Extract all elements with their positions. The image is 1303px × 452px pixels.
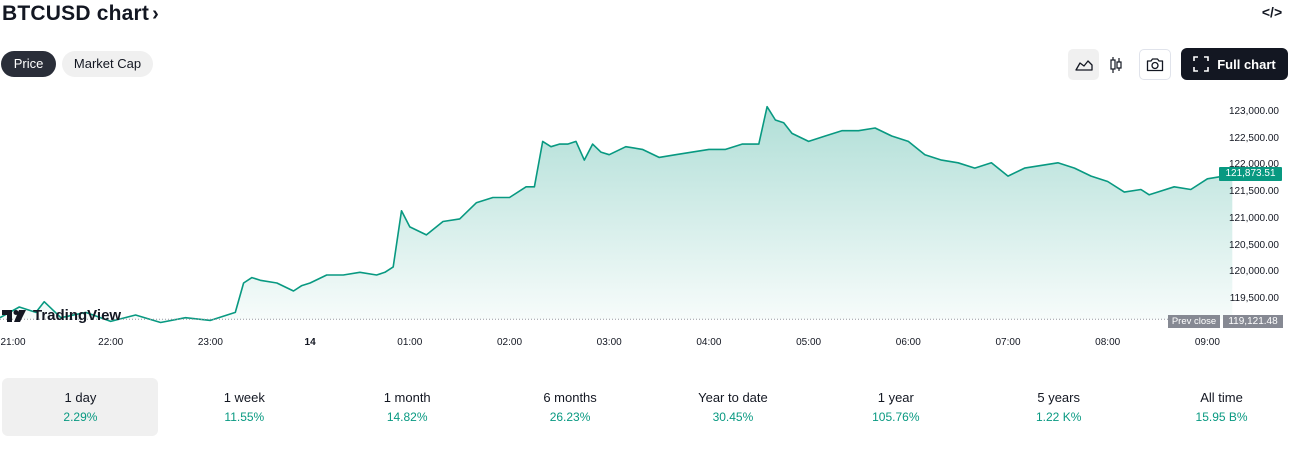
period-label: 1 week <box>223 390 265 405</box>
time-tick-label: 01:00 <box>397 337 423 348</box>
period-label: 5 years <box>1037 390 1080 405</box>
full-chart-label: Full chart <box>1217 56 1276 72</box>
performance-periods: 1 day 2.29% 1 week 11.55% 1 month 14.82% 6 mon… <box>0 377 1303 437</box>
period-change-value: 1.22 K% <box>1036 410 1082 424</box>
tab-price[interactable]: Price <box>1 51 56 77</box>
time-tick-label: 06:00 <box>895 337 921 348</box>
code-icon[interactable]: </> <box>1261 4 1283 20</box>
period-change-value: 30.45% <box>712 410 754 424</box>
chart-title[interactable]: BTCUSD chart › <box>2 2 159 26</box>
chart-title-text[interactable]: BTCUSD chart <box>2 2 150 25</box>
period-label: 6 months <box>543 390 597 405</box>
period-1-day[interactable]: 1 day 2.29% <box>2 378 159 436</box>
price-tick-label: 121,500.00 <box>1228 186 1279 198</box>
last-price-badge: 121,873.51 <box>1219 167 1282 181</box>
fullscreen-icon <box>1193 56 1210 72</box>
snapshot-button[interactable] <box>1139 49 1171 80</box>
period-1-month[interactable]: 1 month 14.82% <box>329 378 485 436</box>
period-change-value: 15.95 B% <box>1195 410 1248 424</box>
prev-close-value: 119,121.48 <box>1223 315 1283 328</box>
period-change-value: 26.23% <box>549 410 591 424</box>
time-tick-label: 02:00 <box>496 337 523 348</box>
price-tick-label: 122,500.00 <box>1228 132 1279 144</box>
period-change-value: 2.29% <box>63 410 98 424</box>
period-all-time[interactable]: All time 15.95 B% <box>1144 378 1300 436</box>
area-chart-button[interactable] <box>1068 49 1099 80</box>
time-tick-label: 04:00 <box>696 337 722 348</box>
tradingview-wordmark: TradingView <box>33 307 122 324</box>
time-tick-label: 03:00 <box>596 337 622 348</box>
price-area-fill <box>0 106 1233 323</box>
period-change-value: 14.82% <box>386 410 428 424</box>
time-tick-label: 08:00 <box>1095 337 1121 348</box>
time-tick-label: 22:00 <box>98 337 124 348</box>
prev-close-label: Prev close <box>1168 315 1220 328</box>
period-change-value: 105.76% <box>872 410 920 424</box>
period-label: Year to date <box>698 390 768 405</box>
period-6-months[interactable]: 6 months 26.23% <box>492 378 648 436</box>
period-label: All time <box>1200 390 1243 405</box>
time-tick-label: 05:00 <box>796 337 822 348</box>
period-change-value: 11.55% <box>224 410 265 424</box>
candlestick-button[interactable] <box>1100 49 1131 80</box>
price-tick-label: 119,500.00 <box>1229 293 1279 304</box>
tradingview-logo[interactable]: TradingView <box>2 307 121 324</box>
price-tick-label: 123,000.00 <box>1228 106 1279 117</box>
candlestick-icon <box>1109 56 1122 73</box>
period-year-to-date[interactable]: Year to date 30.45% <box>655 378 811 436</box>
period-label: 1 month <box>383 390 431 405</box>
period-1-week[interactable]: 1 week 11.55% <box>166 378 322 436</box>
time-tick-label: 23:00 <box>197 337 223 348</box>
price-tick-label: 120,000.00 <box>1228 266 1279 278</box>
time-tick-label: 09:00 <box>1194 337 1220 348</box>
price-line <box>0 105 1233 324</box>
tradingview-icon <box>2 309 26 322</box>
full-chart-button[interactable]: Full chart <box>1181 48 1288 80</box>
period-5-years[interactable]: 5 years 1.22 K% <box>981 378 1137 436</box>
camera-icon <box>1146 58 1164 72</box>
price-chart[interactable]: 123,000.00 122,500.00 122,000.00 121,500.00… <box>0 92 1303 357</box>
price-tick-label: 120,500.00 <box>1228 239 1279 251</box>
period-label: 1 day <box>64 390 97 405</box>
area-chart-icon <box>1074 59 1093 71</box>
price-tick-label: 121,000.00 <box>1228 212 1279 224</box>
chevron-right-icon[interactable]: › <box>152 2 159 25</box>
price-chart-svg[interactable] <box>0 92 1303 357</box>
tab-market-cap[interactable]: Market Cap <box>62 51 153 77</box>
price-tick-label: 122,000.00 <box>1228 159 1279 171</box>
period-1-year[interactable]: 1 year 105.76% <box>818 378 974 436</box>
time-tick-label: 21:00 <box>0 337 26 348</box>
time-tick-label: 07:00 <box>995 337 1021 348</box>
time-axis: 21:00 22:00 23:00 14 01:00 02:00 03:00 04:00 05:… <box>0 337 1303 353</box>
period-label: 1 year <box>877 390 914 405</box>
time-tick-label: 14 <box>304 337 316 348</box>
